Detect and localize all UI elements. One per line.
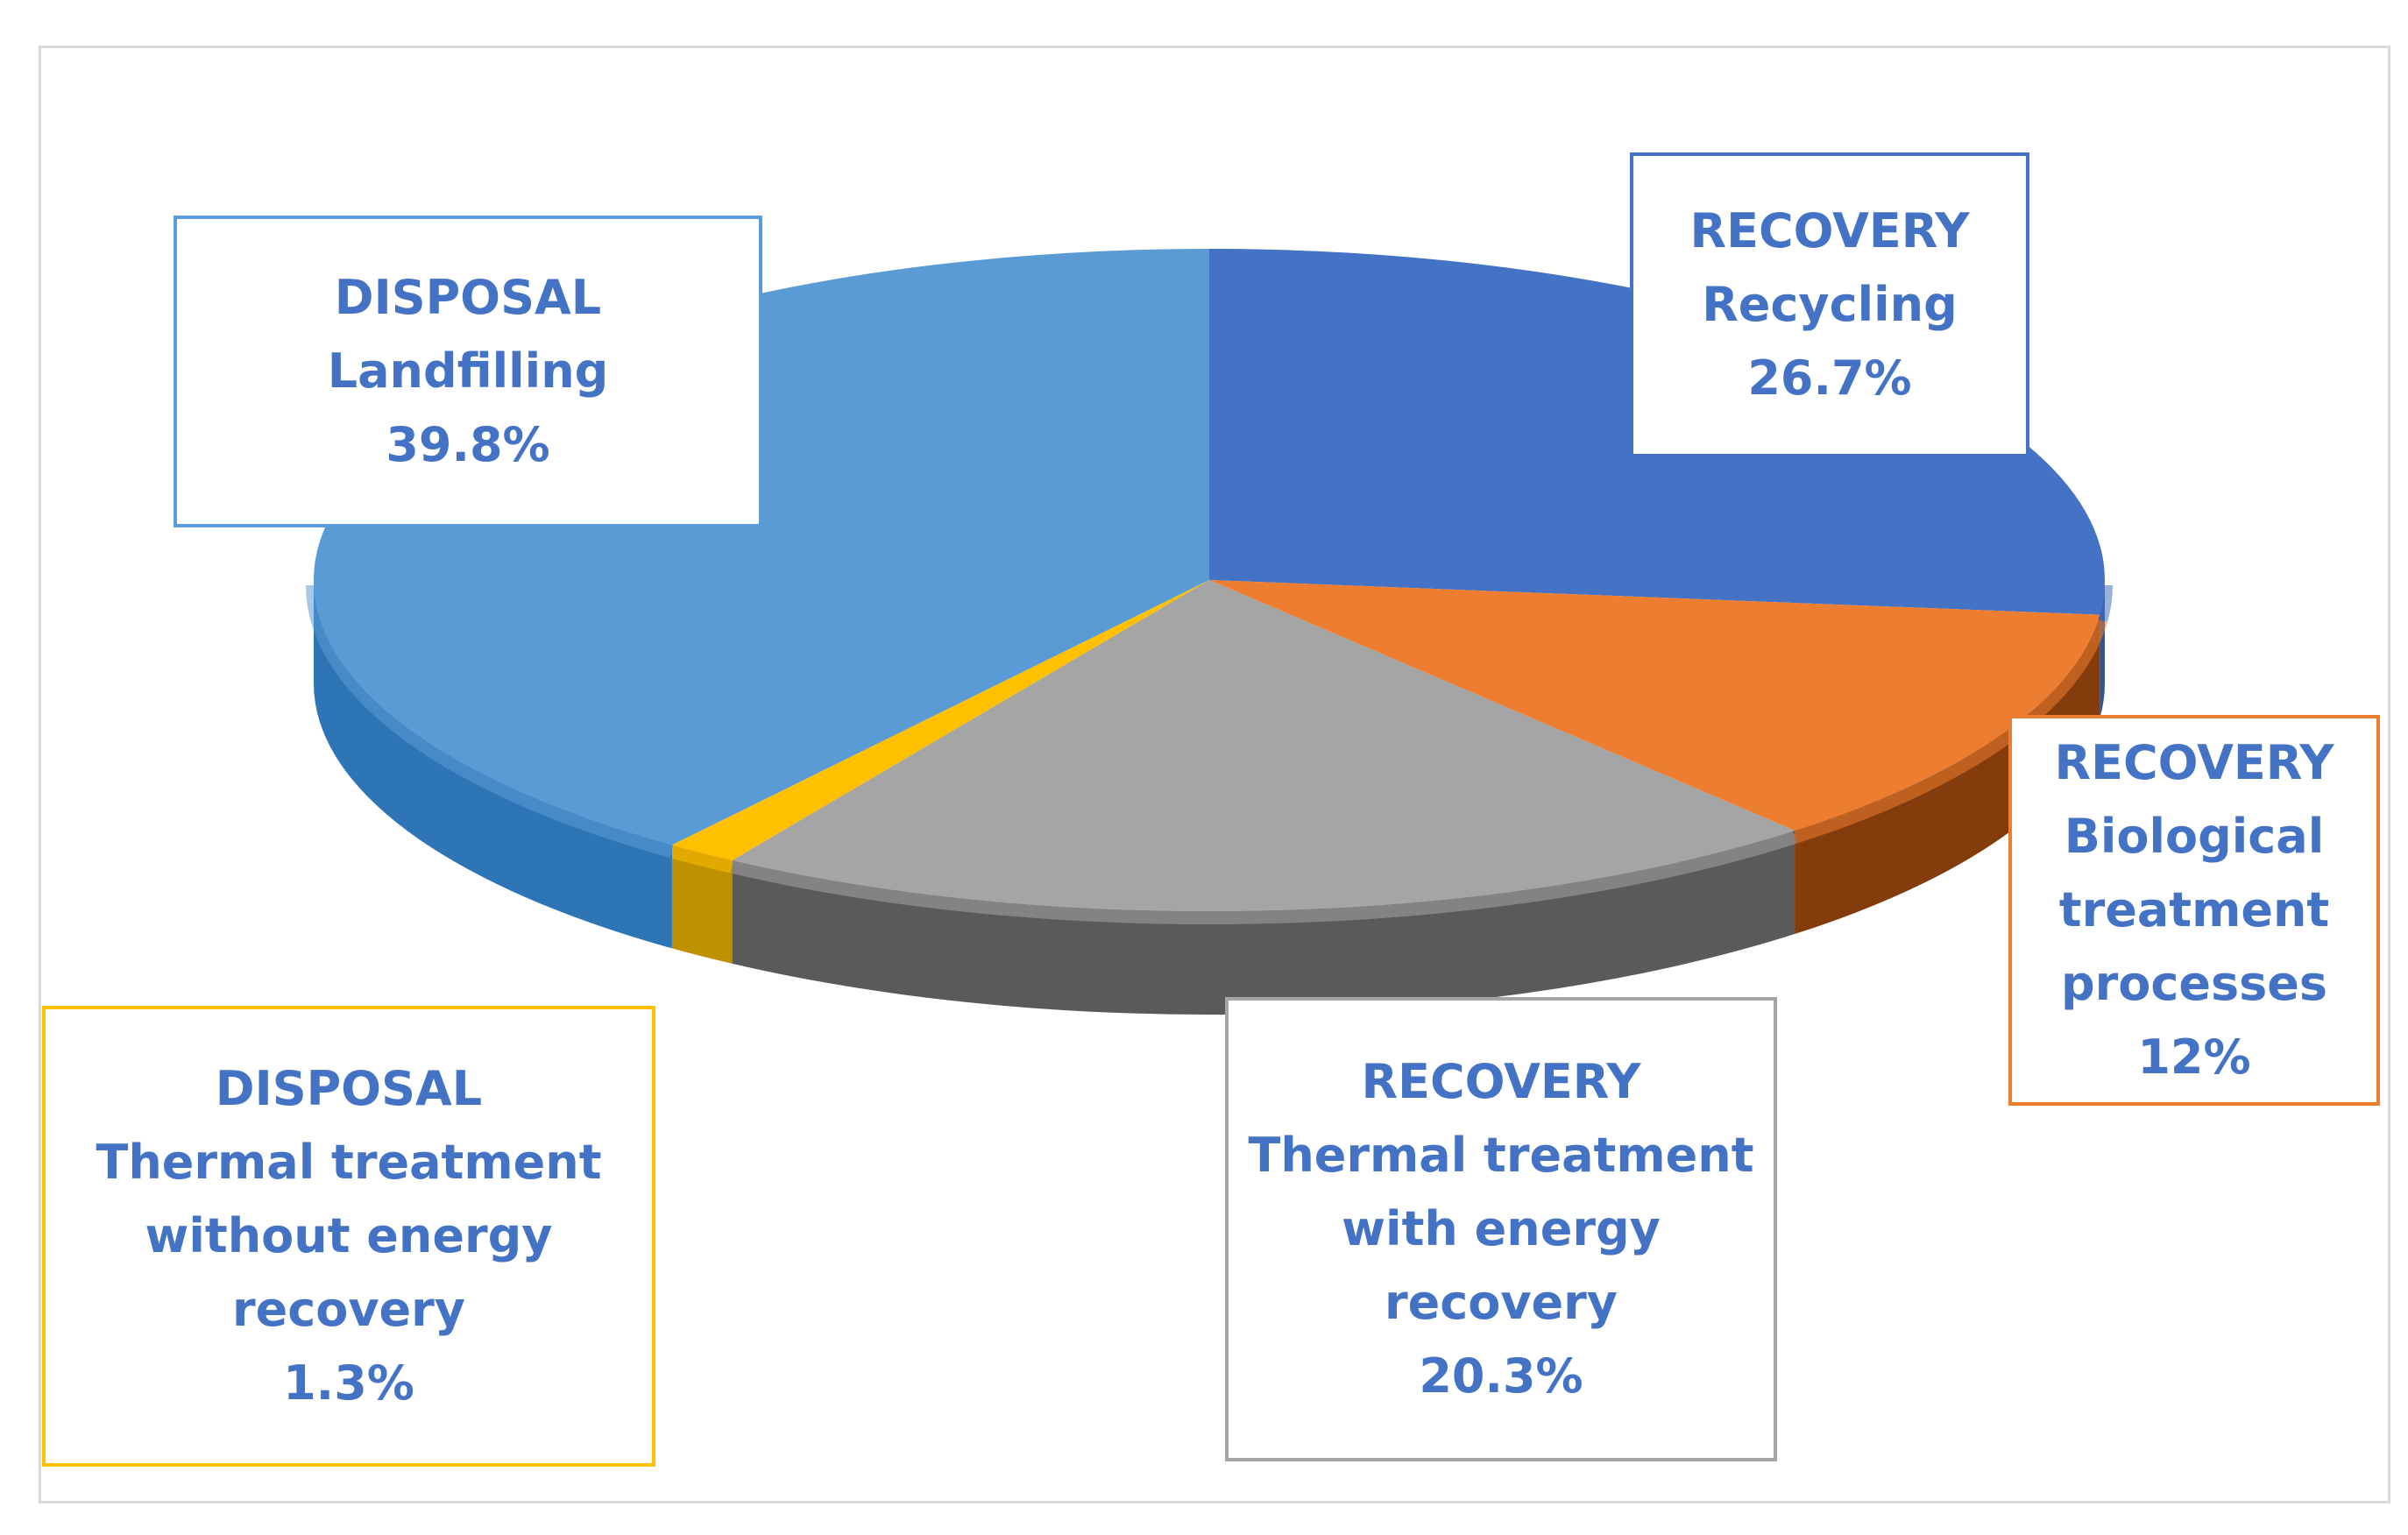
label-line: 12% [2137, 1029, 2251, 1085]
label-line: processes [2060, 956, 2328, 1011]
label-line: RECOVERY [1689, 203, 1970, 258]
label-line: recovery [1384, 1275, 1618, 1330]
label-line: DISPOSAL [334, 270, 602, 325]
pie-rim-biological-treatment-processes [1792, 618, 2108, 844]
label-line: DISPOSAL [215, 1061, 483, 1116]
label-line: Landfilling [327, 343, 609, 399]
label-line: recovery [231, 1282, 466, 1337]
pie-rim-recycling [2092, 584, 2113, 623]
label-landfilling: DISPOSAL Landfilling 39.8% [174, 216, 762, 527]
label-line: 26.7% [1747, 350, 1912, 406]
label-biological-treatment: RECOVERY Biological treatment processes … [2008, 715, 2380, 1106]
label-line: Thermal treatment [1248, 1128, 1754, 1183]
pie-rim-thermal-treatment-with-energy-recovery [730, 828, 1797, 924]
pie-rim-thermal-treatment-without-energy-recovery [669, 842, 734, 874]
label-line: 39.8% [386, 417, 550, 472]
pie-rim-landfilling [306, 584, 675, 859]
label-line: Recycling [1702, 277, 1958, 332]
label-thermal-with-energy: RECOVERY Thermal treatment with energy r… [1225, 997, 1777, 1461]
pie-slice-thermal-treatment-with-energy-recovery [732, 580, 1795, 911]
pie-slice-thermal-treatment-without-energy-recovery [671, 580, 1209, 860]
label-thermal-without-energy: DISPOSAL Thermal treatment without energ… [42, 1006, 655, 1467]
label-line: with energy [1342, 1201, 1661, 1256]
label-line: without energy [145, 1208, 553, 1263]
label-line: treatment [2058, 882, 2330, 937]
label-line: Biological [2064, 809, 2325, 864]
label-line: 1.3% [283, 1355, 414, 1411]
label-line: Thermal treatment [96, 1135, 602, 1190]
label-line: 20.3% [1419, 1348, 1583, 1404]
pie-side-landfilling [314, 580, 672, 949]
label-line: RECOVERY [1361, 1054, 1641, 1109]
pie-side-walls [306, 580, 2113, 1015]
pie-side-thermal-treatment-without-energy-recovery [671, 845, 733, 964]
label-line: RECOVERY [2054, 735, 2334, 790]
pie-slice-biological-treatment-processes [1209, 580, 2100, 831]
label-recycling: RECOVERY Recycling 26.7% [1630, 152, 2029, 457]
